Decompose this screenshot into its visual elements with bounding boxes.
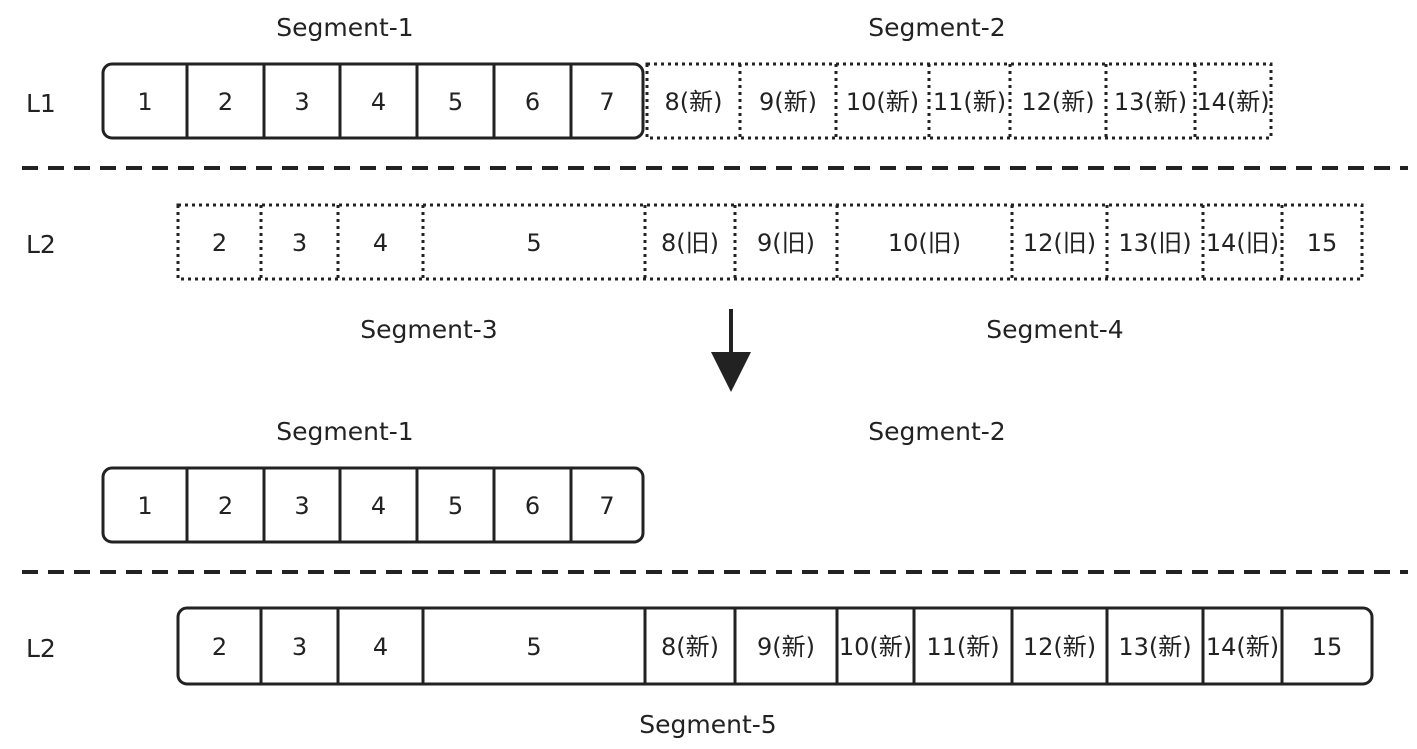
l1-segment-2-top-cell: 13(新) xyxy=(1114,88,1187,116)
rows-layer: 1 2 3 4 5 6 7 8(新) 9(新) 10(新) 11(新) 12(新) 13(新) 14(新)… xyxy=(101,62,1374,686)
l2-segments-3-4-top-cell: 8(旧) xyxy=(661,229,719,257)
l2-segment-5-bottom-cell: 14(新) xyxy=(1206,633,1279,661)
l1-segment-1-top-row: 1 2 3 4 5 6 7 xyxy=(101,62,645,140)
l2-segments-3-4-top-row: 2 3 4 5 8(旧) 9(旧) 10(旧) 12(旧) 13(旧) 14(旧) 15 xyxy=(176,203,1364,281)
l1-segment-2-top-cell: 8(新) xyxy=(665,88,723,116)
l1-segment-2-top-cell: 14(新) xyxy=(1196,88,1269,116)
l2-segment-5-bottom-row: 2 3 4 5 8(新) 9(新) 10(新) 11(新) 12(新) 13(新) 14(新) 15 xyxy=(176,606,1374,686)
l2-segments-3-4-top-cell: 4 xyxy=(373,229,388,257)
l1-segment-1-bottom-cell: 1 xyxy=(137,492,152,520)
l1-segment-1-bottom-cell: 5 xyxy=(448,492,463,520)
l1-segment-1-top-cell: 1 xyxy=(137,88,152,116)
l2-segment-5-bottom-cell: 15 xyxy=(1312,633,1343,661)
l1-segment-2-top-cell: 9(新) xyxy=(759,88,817,116)
l1-segment-1-bottom-cell: 7 xyxy=(599,492,614,520)
segment-1-top-label: Segment-1 xyxy=(276,13,413,42)
l2-segment-5-bottom-cell: 10(新) xyxy=(839,633,912,661)
l1-segment-2-top-cell: 12(新) xyxy=(1021,88,1094,116)
l1-segment-2-top-row: 8(新) 9(新) 10(新) 11(新) 12(新) 13(新) 14(新) xyxy=(645,62,1273,140)
l2-segment-5-bottom-cell: 13(新) xyxy=(1118,633,1191,661)
l1-segment-1-bottom-box xyxy=(101,466,645,544)
l1-segment-1-top-cell: 3 xyxy=(294,88,309,116)
l2-segment-5-bottom-cell: 5 xyxy=(526,633,541,661)
l2-segments-3-4-top-cell: 14(旧) xyxy=(1206,229,1279,257)
l2-segment-5-bottom-cell: 4 xyxy=(373,633,388,661)
segment-3-label: Segment-3 xyxy=(360,315,497,344)
l2-segments-3-4-top-cell: 12(旧) xyxy=(1023,229,1096,257)
level-l1-top-label: L1 xyxy=(26,89,56,118)
l2-segment-5-bottom-cell: 3 xyxy=(292,633,307,661)
l1-segment-1-bottom-row: 1 2 3 4 5 6 7 xyxy=(101,466,645,544)
l1-segment-1-bottom-cell: 4 xyxy=(371,492,386,520)
segment-5-label: Segment-5 xyxy=(639,710,776,739)
l2-segments-3-4-top-cell: 15 xyxy=(1307,229,1338,257)
l2-segments-3-4-top-box xyxy=(176,203,1364,281)
l1-segment-2-top-box xyxy=(645,62,1273,140)
l2-segment-5-bottom-box xyxy=(176,606,1374,686)
l1-segment-1-bottom-cell: 2 xyxy=(218,492,233,520)
segment-1-bottom-label: Segment-1 xyxy=(276,417,413,446)
l2-segments-3-4-top-cell: 2 xyxy=(212,229,227,257)
l2-segments-3-4-top-cell: 3 xyxy=(292,229,307,257)
l1-segment-1-top-box xyxy=(101,62,645,140)
l2-segment-5-bottom-cell: 8(新) xyxy=(661,633,719,661)
l2-segment-5-bottom-cell: 9(新) xyxy=(757,633,815,661)
l1-segment-1-bottom-cell: 6 xyxy=(525,492,540,520)
l2-segment-5-bottom-cell: 2 xyxy=(212,633,227,661)
l2-segments-3-4-top-cell: 10(旧) xyxy=(888,229,961,257)
l1-segment-1-top-cell: 2 xyxy=(218,88,233,116)
l2-segments-3-4-top-cell: 9(旧) xyxy=(757,229,815,257)
l1-segment-1-bottom-cell: 3 xyxy=(294,492,309,520)
l1-segment-2-top-cell: 10(新) xyxy=(846,88,919,116)
segment-2-top-label: Segment-2 xyxy=(868,13,1005,42)
segment-2-bottom-label: Segment-2 xyxy=(868,417,1005,446)
l1-segment-1-top-cell: 6 xyxy=(525,88,540,116)
l1-segment-1-top-cell: 4 xyxy=(371,88,386,116)
l2-segments-3-4-top-cell: 13(旧) xyxy=(1118,229,1191,257)
level-l2-bottom-label: L2 xyxy=(26,634,56,663)
l2-segment-5-bottom-cell: 11(新) xyxy=(926,633,999,661)
l1-segment-1-top-cell: 5 xyxy=(448,88,463,116)
l1-segment-1-top-cell: 7 xyxy=(599,88,614,116)
l1-segment-2-top-cell: 11(新) xyxy=(933,88,1006,116)
segment-4-label: Segment-4 xyxy=(986,315,1123,344)
l2-segments-3-4-top-cell: 5 xyxy=(526,229,541,257)
level-l2-top-label: L2 xyxy=(26,230,56,259)
l2-segment-5-bottom-cell: 12(新) xyxy=(1023,633,1096,661)
